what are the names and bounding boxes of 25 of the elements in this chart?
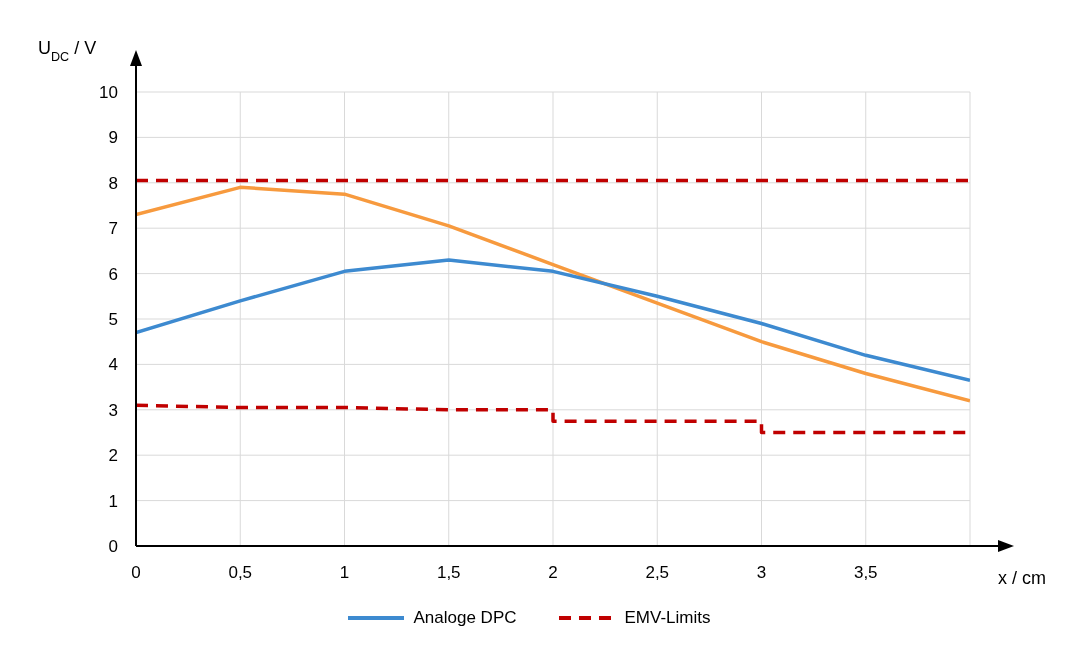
x-tick-label: 3,5 (853, 563, 878, 583)
x-tick-label: 0,5 (228, 563, 253, 583)
y-tick-label: 5 (108, 310, 118, 330)
x-tick-label: 2,5 (645, 563, 670, 583)
y-tick-label: 10 (99, 83, 118, 103)
x-tick-label: 1,5 (436, 563, 461, 583)
y-tick-label: 1 (108, 491, 118, 511)
y-tick-label: 0 (108, 537, 118, 557)
x-tick-label: 1 (339, 563, 350, 583)
y-tick-label: 6 (108, 264, 118, 284)
y-axis-title: U$_{DC}$ / V (38, 38, 97, 64)
x-tick-label: 0 (131, 563, 141, 583)
legend-label: Analoge DPC (413, 608, 517, 628)
y-tick-label: 3 (108, 400, 118, 420)
x-axis-title: x / cm (998, 568, 1046, 588)
y-tick-label: 2 (108, 446, 118, 466)
y-tick-label: 9 (108, 128, 118, 148)
legend-label: EMV-Limits (624, 608, 711, 628)
line-series (136, 258, 970, 383)
x-tick-label: 3 (756, 563, 767, 583)
y-tick-label: 7 (108, 219, 118, 239)
line-series (136, 185, 970, 403)
y-tick-label: 4 (108, 355, 118, 375)
y-tick-label: 8 (108, 173, 118, 193)
x-tick-label: 2 (548, 563, 558, 583)
